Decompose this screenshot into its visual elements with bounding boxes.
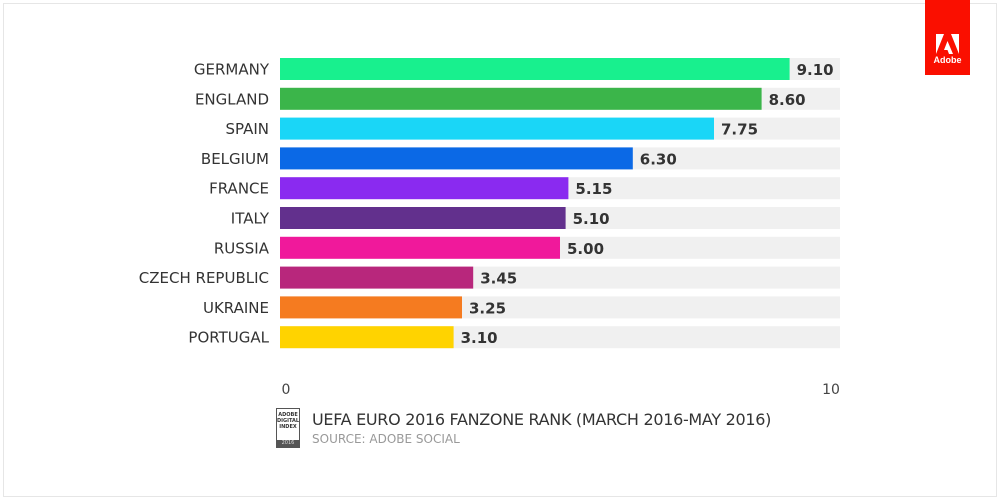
value-label: 9.10 [797, 61, 834, 79]
value-label: 8.60 [769, 91, 806, 109]
value-label: 5.15 [575, 180, 612, 198]
category-label: PORTUGAL [188, 329, 269, 347]
bar-england [280, 87, 762, 110]
bar-belgium [280, 147, 633, 170]
category-label: SPAIN [225, 120, 269, 138]
value-label: 3.25 [469, 299, 506, 317]
index-year: 2016 [277, 440, 299, 447]
category-label: RUSSIA [214, 239, 270, 257]
bar-italy [280, 207, 566, 229]
x-tick-label: 0 [282, 382, 291, 398]
category-label: GERMANY [194, 61, 270, 79]
bar-ukraine [280, 296, 462, 319]
value-label: 5.00 [567, 240, 604, 258]
adobe-logo-text: Adobe [933, 55, 962, 65]
value-label: 3.45 [480, 270, 517, 288]
category-label: UKRAINE [203, 299, 269, 317]
value-label: 7.75 [721, 121, 758, 139]
category-label: ENGLAND [195, 90, 269, 108]
bar-spain [280, 117, 714, 140]
value-label: 5.10 [573, 210, 610, 228]
bar-czech-republic [280, 266, 474, 289]
adobe-digital-index-badge: ADOBE DIGITAL INDEX 2016 [276, 408, 300, 448]
chart-frame [3, 3, 997, 497]
category-label: CZECH REPUBLIC [139, 269, 269, 287]
value-label: 3.10 [461, 329, 498, 347]
category-label: ITALY [231, 210, 270, 228]
adobe-a-icon [936, 34, 959, 54]
bar-russia [280, 236, 560, 259]
category-label: FRANCE [209, 180, 269, 198]
x-tick-label: 10 [822, 382, 840, 398]
value-label: 6.30 [640, 150, 677, 168]
bar-france [280, 177, 569, 200]
chart-source: SOURCE: ADOBE SOCIAL [312, 432, 460, 446]
bar-germany [280, 58, 790, 80]
bar-portugal [280, 326, 454, 349]
adobe-logo: Adobe [925, 0, 970, 75]
chart-title: UEFA EURO 2016 FANZONE RANK (MARCH 2016-… [312, 410, 772, 429]
category-label: BELGIUM [201, 150, 269, 168]
